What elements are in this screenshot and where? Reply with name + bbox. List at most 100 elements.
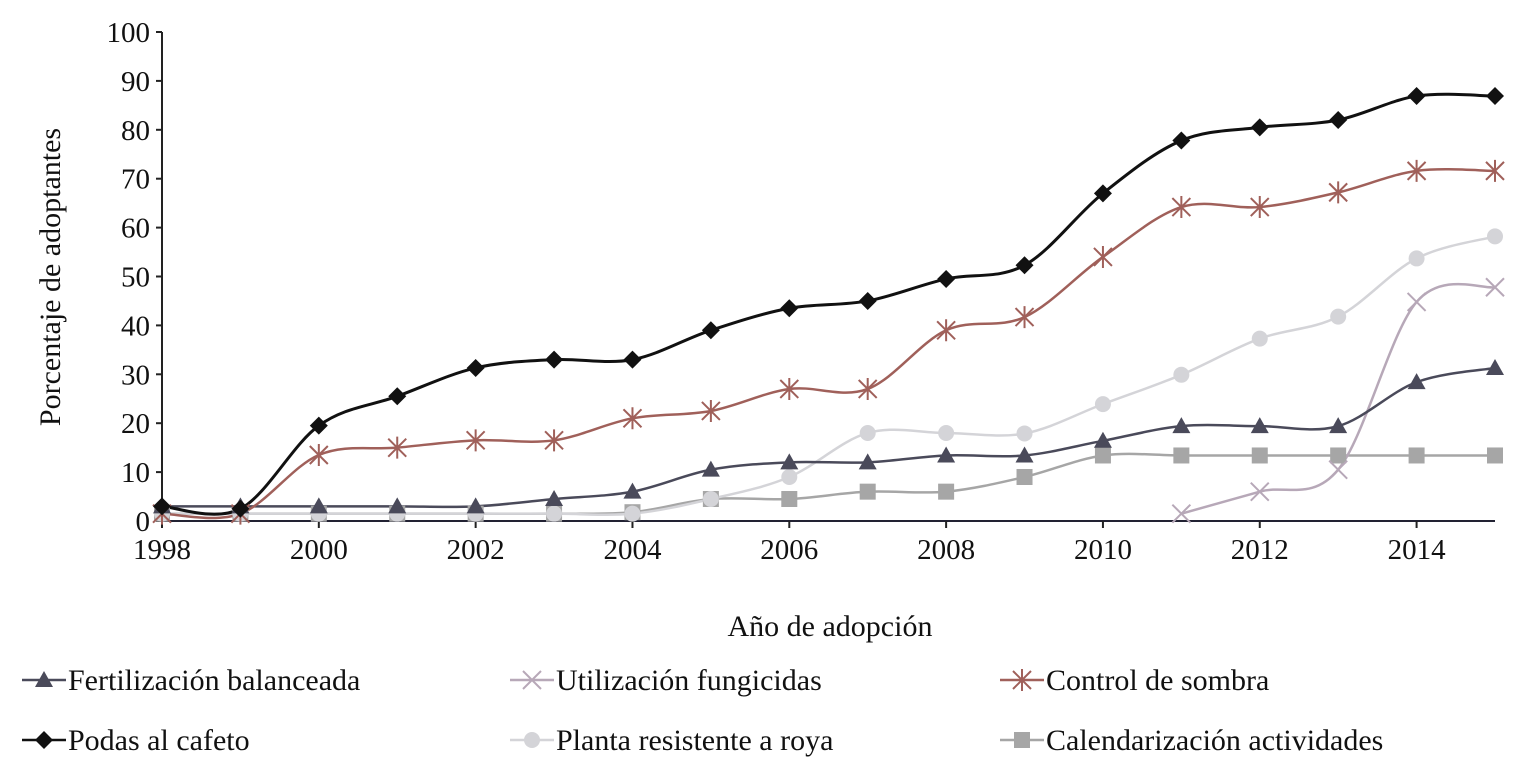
series-0-point bbox=[1015, 446, 1034, 463]
series-2-point bbox=[701, 399, 721, 422]
series-2-point bbox=[309, 443, 329, 466]
series-3-point bbox=[858, 291, 877, 310]
series-0-point bbox=[701, 460, 720, 477]
y-axis-title: Porcentaje de adoptantes bbox=[34, 128, 67, 426]
series-2-point bbox=[857, 377, 878, 400]
series-3-point bbox=[466, 358, 485, 377]
series-4-point bbox=[1251, 330, 1268, 347]
x-tick-label: 1998 bbox=[133, 534, 191, 566]
series-2-point bbox=[1171, 196, 1192, 219]
series-2-point bbox=[465, 429, 486, 452]
legend-item: Fertilización balanceada bbox=[22, 664, 360, 697]
series-0-point bbox=[623, 482, 642, 499]
series-2-point bbox=[1014, 306, 1035, 329]
axes: 0 10 20 30 40 50 60 70 80 90 100 1998 2000 2002 2004 20… bbox=[107, 17, 1495, 566]
series-4-point bbox=[1016, 425, 1033, 442]
series-3-point bbox=[1329, 111, 1348, 130]
series-4-point bbox=[781, 468, 798, 485]
series-0-point bbox=[1093, 431, 1112, 448]
series-2-point bbox=[387, 436, 407, 459]
series-5-point bbox=[1251, 447, 1268, 464]
series-0-point bbox=[309, 497, 328, 514]
x-tick-label: 2014 bbox=[1388, 534, 1447, 566]
legend: Fertilización balanceada Utilización fung… bbox=[22, 664, 1383, 757]
series-3-point bbox=[780, 299, 799, 318]
series-3-point bbox=[545, 350, 564, 369]
y-tick-label: 20 bbox=[121, 408, 150, 440]
x-tick-label: 2012 bbox=[1231, 534, 1289, 566]
series-3-point bbox=[937, 269, 956, 288]
series-1-point bbox=[1328, 459, 1348, 480]
series-5-point bbox=[781, 490, 798, 507]
series-4-point bbox=[1408, 250, 1425, 267]
x-tick-label: 2002 bbox=[447, 534, 505, 566]
legend-marker bbox=[35, 671, 53, 687]
legend-item: Calendarización actividades bbox=[1000, 724, 1383, 757]
series-3-point bbox=[701, 321, 720, 340]
series-0-point bbox=[858, 453, 877, 470]
series-3-point bbox=[1015, 256, 1034, 275]
series-4-point bbox=[1487, 228, 1503, 245]
series-5-point bbox=[1408, 447, 1425, 464]
series-0-point bbox=[1172, 417, 1191, 434]
y-tick-label: 60 bbox=[121, 213, 150, 245]
series-4-point bbox=[1173, 366, 1190, 383]
y-tick-label: 100 bbox=[107, 17, 151, 49]
series-4-point bbox=[1330, 308, 1347, 325]
legend-label: Fertilización balanceada bbox=[68, 664, 360, 697]
x-tick-label: 2006 bbox=[760, 534, 818, 566]
y-tick-label: 0 bbox=[136, 506, 151, 538]
legend-label: Calendarización actividades bbox=[1046, 724, 1383, 757]
legend-label: Utilización fungicidas bbox=[556, 664, 822, 697]
x-tick-label: 2004 bbox=[603, 534, 662, 566]
series-2-point bbox=[544, 429, 564, 452]
y-tick-label: 10 bbox=[121, 457, 150, 489]
series-3-point bbox=[1093, 184, 1112, 203]
series-3-point bbox=[1172, 131, 1191, 150]
series-1-point bbox=[1406, 292, 1427, 312]
series-4-point bbox=[938, 424, 955, 441]
series-4-point bbox=[859, 424, 876, 441]
series-5-point bbox=[859, 483, 876, 500]
legend-item: Podas al cafeto bbox=[22, 724, 250, 757]
series-4-point bbox=[1094, 396, 1111, 413]
series-0-point bbox=[780, 453, 799, 470]
series-0-point bbox=[1250, 417, 1269, 434]
series-4-point bbox=[546, 505, 563, 522]
series-2-line bbox=[161, 168, 1496, 520]
series-3-point bbox=[388, 387, 407, 406]
series-0-point bbox=[1329, 417, 1348, 434]
series-0-point bbox=[937, 446, 956, 463]
series-2-point bbox=[622, 407, 643, 430]
series-0-point bbox=[388, 497, 407, 514]
series-1-point bbox=[1485, 277, 1505, 297]
series-4-point bbox=[624, 505, 641, 522]
series-5-point bbox=[938, 483, 955, 500]
series-2-point bbox=[1328, 181, 1348, 204]
legend-marker bbox=[35, 731, 53, 749]
y-tick-label: 80 bbox=[121, 115, 150, 147]
series-1-point bbox=[1250, 481, 1270, 502]
series-0-point bbox=[1407, 373, 1426, 390]
series-0-point bbox=[1486, 358, 1504, 375]
series-3-point bbox=[153, 497, 171, 516]
x-tick-label: 2010 bbox=[1074, 534, 1132, 566]
legend-label: Planta resistente a roya bbox=[556, 724, 833, 757]
legend-item: Utilización fungicidas bbox=[510, 664, 822, 697]
series-3-point bbox=[231, 499, 250, 518]
series-5-point bbox=[1487, 447, 1503, 464]
series-2-point bbox=[779, 377, 800, 400]
y-tick-label: 70 bbox=[121, 164, 150, 196]
legend-item: Control de sombra bbox=[1000, 664, 1269, 697]
series-3-point bbox=[623, 350, 642, 369]
y-tick-label: 90 bbox=[121, 66, 150, 98]
series-5-point bbox=[1330, 447, 1347, 464]
x-tick-label: 2000 bbox=[290, 534, 348, 566]
series-1-point bbox=[1171, 503, 1192, 524]
series-5-point bbox=[1173, 447, 1190, 464]
series-0-point bbox=[545, 489, 564, 506]
series-5-point bbox=[1094, 447, 1111, 464]
legend-item: Planta resistente a roya bbox=[510, 724, 833, 757]
series-0-line bbox=[161, 366, 1496, 509]
series-4-line bbox=[161, 235, 1496, 517]
